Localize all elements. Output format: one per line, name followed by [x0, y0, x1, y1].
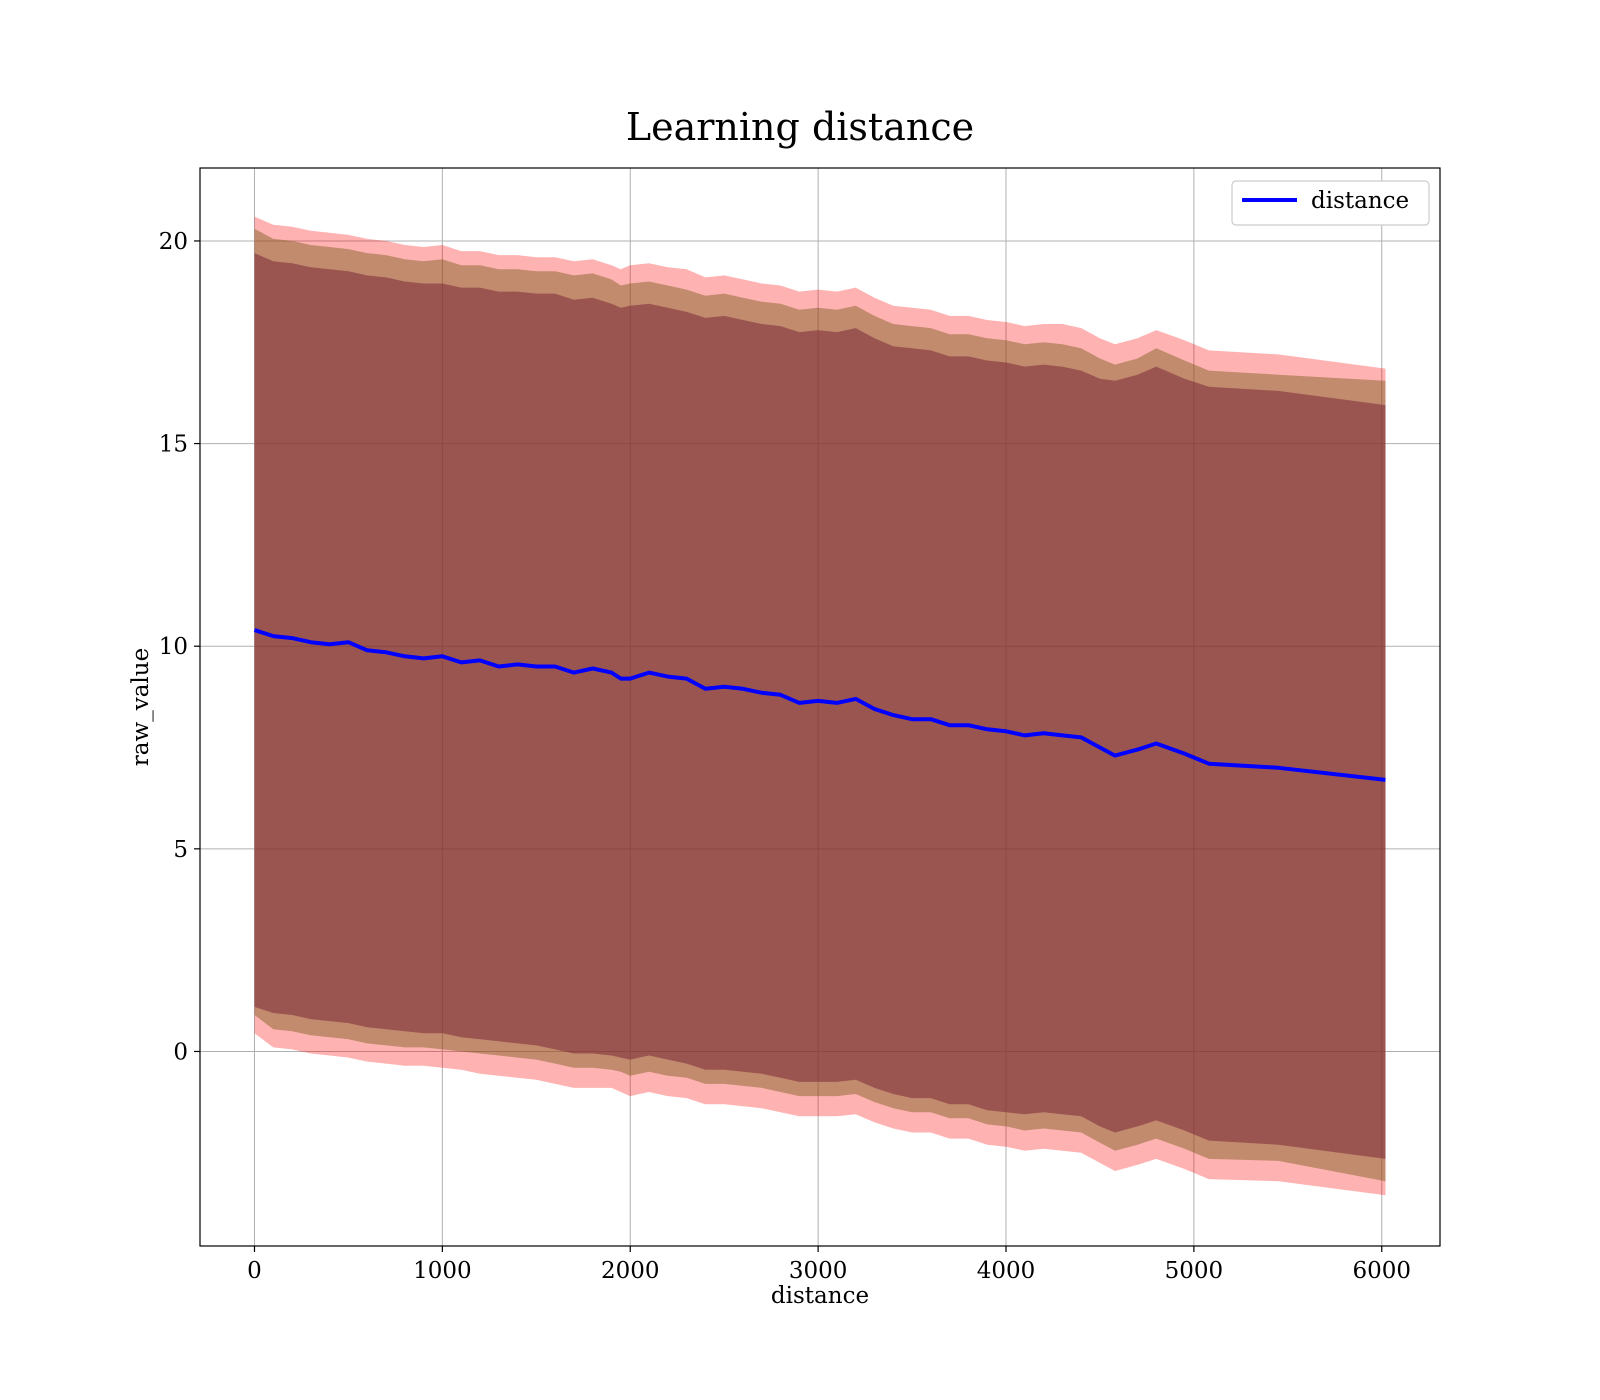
chart-title: Learning distance	[626, 105, 974, 149]
y-tick-label: 5	[173, 837, 188, 863]
legend-box	[1231, 180, 1430, 226]
band-core	[254, 253, 1386, 1159]
x-tick-label: 2000	[601, 1258, 660, 1284]
x-tick-label: 6000	[1352, 1258, 1411, 1284]
legend-label-distance: distance	[1311, 188, 1409, 214]
x-tick-label: 5000	[1165, 1258, 1224, 1284]
y-tick-label: 15	[159, 432, 188, 458]
y-axis-label: raw_value	[128, 648, 154, 766]
x-tick-label: 3000	[789, 1258, 848, 1284]
plot-area: 0 1000 2000 3000 4000 5000 6000 0 5 10 15 20	[159, 168, 1440, 1284]
y-tick-label: 10	[159, 634, 188, 660]
axes-frame	[199, 167, 1441, 1247]
x-tick-label: 0	[247, 1258, 262, 1284]
series-line-distance	[253, 628, 1386, 782]
legend: distance	[1231, 180, 1430, 226]
y-tick-label: 0	[173, 1039, 188, 1065]
x-tick-label: 4000	[977, 1258, 1036, 1284]
y-tick-label: 20	[159, 229, 188, 255]
x-axis-label: distance	[771, 1283, 869, 1309]
x-tick-label: 1000	[413, 1258, 472, 1284]
